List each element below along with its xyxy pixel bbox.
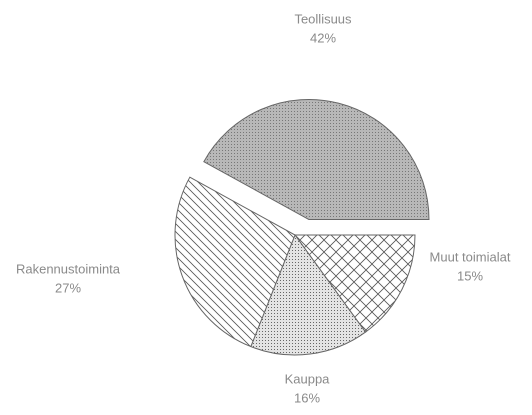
pie-slice	[174, 176, 296, 348]
slice-value-label: 16%	[294, 390, 320, 405]
pie-slice	[250, 233, 367, 356]
slice-label: Teollisuus	[294, 11, 352, 26]
slice-value-label: 27%	[55, 280, 81, 295]
slice-label: Rakennustoiminta	[16, 261, 121, 276]
pie-slice	[203, 99, 430, 221]
slice-label: Kauppa	[285, 371, 331, 386]
pie-slice	[294, 234, 416, 333]
slice-value-label: 15%	[457, 268, 483, 283]
slice-label: Muut toimialat	[430, 249, 511, 264]
slice-value-label: 42%	[310, 30, 336, 45]
